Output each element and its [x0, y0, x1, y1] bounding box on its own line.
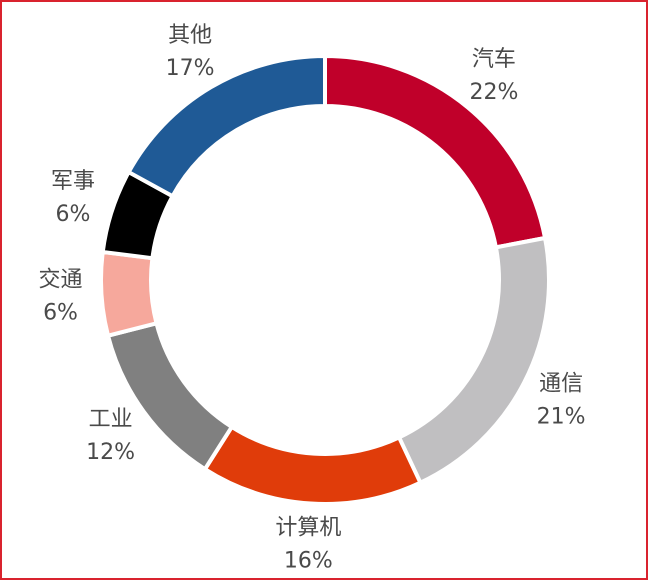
category-label: 工业	[89, 407, 133, 432]
value-label: 16%	[284, 548, 333, 573]
value-label: 12%	[86, 440, 135, 465]
category-label: 交通	[39, 268, 83, 293]
category-label: 其他	[168, 23, 212, 48]
donut-segment	[396, 235, 551, 486]
category-label: 汽车	[472, 47, 516, 72]
category-label: 通信	[539, 371, 583, 396]
value-label: 22%	[469, 80, 518, 105]
category-label: 军事	[51, 169, 95, 194]
value-label: 17%	[166, 56, 215, 81]
category-label: 计算机	[275, 515, 341, 540]
value-label: 6%	[56, 202, 91, 227]
donut-segment	[99, 249, 159, 339]
value-label: 6%	[43, 301, 78, 326]
donut-segment	[202, 424, 424, 506]
donut-segment	[125, 53, 327, 199]
value-label: 21%	[537, 404, 586, 429]
